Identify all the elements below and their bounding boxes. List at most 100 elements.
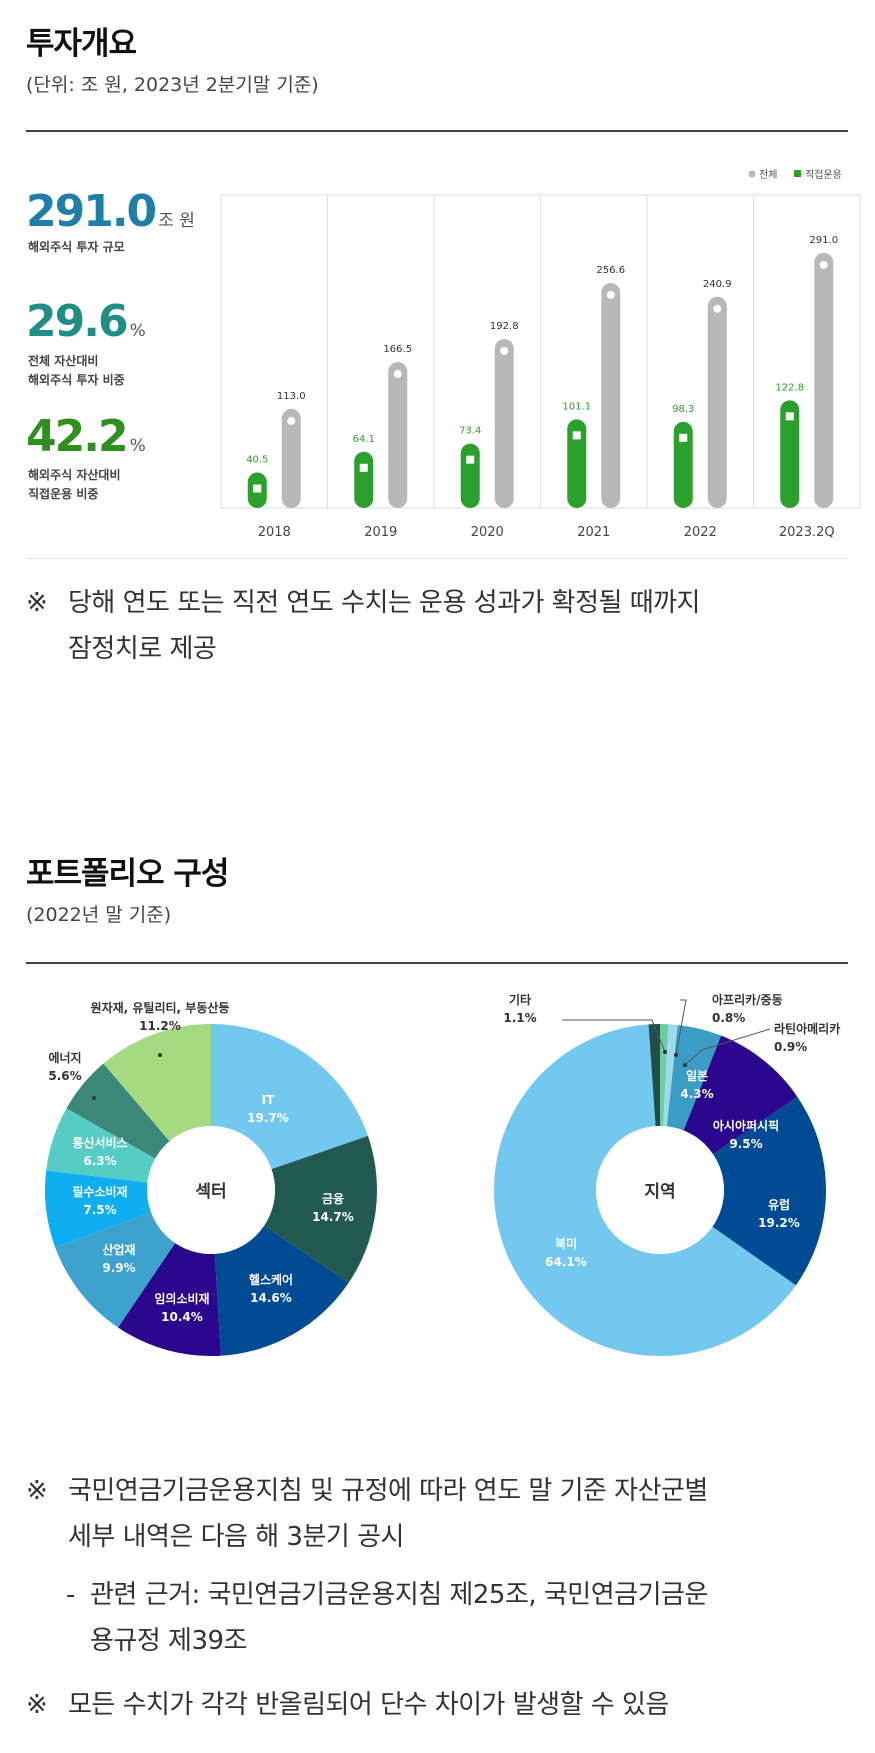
bar-total-2020 bbox=[494, 338, 514, 508]
data-label-total-2023.2Q: 291.0 bbox=[809, 235, 838, 246]
bar-total-2022 bbox=[707, 296, 727, 508]
portfolio-subtitle: (2022년 말 기준) bbox=[26, 904, 172, 926]
chart-bottom-divider bbox=[26, 558, 848, 559]
slice-value-산업재: 9.9% bbox=[102, 1261, 135, 1275]
slice-value-기타: 1.1% bbox=[503, 1011, 536, 1025]
bar-marker-total-2023.2Q bbox=[819, 260, 828, 269]
slice-금융 bbox=[264, 1135, 377, 1283]
slice-value-통신서비스: 6.3% bbox=[83, 1154, 116, 1168]
slice-label-IT: IT bbox=[262, 1093, 275, 1107]
data-label-direct-2018: 40.5 bbox=[246, 454, 268, 465]
chart-legend: 전체 직접운용 bbox=[748, 169, 842, 181]
data-label-direct-2023.2Q: 122.8 bbox=[775, 382, 804, 393]
slice-value-라틴아메리카: 0.9% bbox=[774, 1040, 807, 1054]
portfolio-subnote: - 관련 근거: 국민연금기금운용지침 제25조, 국민연금기금운 용규정 제39… bbox=[66, 1580, 708, 1656]
bar-marker-direct-2018 bbox=[253, 484, 262, 493]
slice-북미 bbox=[493, 1024, 796, 1356]
kpi-total-label: 해외주식 투자 규모 bbox=[28, 240, 125, 254]
portfolio-note-1: ※ 국민연금기금운용지침 및 규정에 따라 연도 말 기준 자산군별 세부 내역은… bbox=[26, 1476, 708, 1552]
donut-hole bbox=[147, 1126, 275, 1254]
bar-marker-direct-2022 bbox=[679, 433, 688, 442]
slice-label-임의소비재: 임의소비재 bbox=[154, 1291, 209, 1306]
bar-marker-direct-2023.2Q bbox=[785, 412, 794, 421]
slice-label-유럽: 유럽 bbox=[768, 1198, 790, 1212]
legend-label-direct: 직접운용 bbox=[805, 169, 842, 181]
slice-label-일본: 일본 bbox=[686, 1069, 708, 1083]
bar-total-2021 bbox=[601, 283, 621, 508]
legend-dot-total bbox=[748, 170, 756, 178]
portfolio-divider bbox=[26, 962, 848, 964]
x-tick-2023.2Q: 2023.2Q bbox=[779, 525, 835, 540]
slice-label-통신서비스: 통신서비스 bbox=[72, 1135, 127, 1150]
slice-value-유럽: 19.2% bbox=[758, 1216, 800, 1230]
slice-value-금융: 14.7% bbox=[312, 1210, 354, 1224]
slice-label-라틴아메리카: 라틴아메리카 bbox=[774, 1021, 840, 1036]
data-label-direct-2021: 101.1 bbox=[562, 401, 591, 412]
donut-hole bbox=[596, 1126, 724, 1254]
bar-marker-total-2021 bbox=[606, 291, 615, 300]
x-tick-2018: 2018 bbox=[258, 525, 291, 540]
x-tick-2020: 2020 bbox=[471, 525, 504, 540]
leader-line-기타 bbox=[562, 1019, 666, 1053]
slice-아시아퍼시픽 bbox=[683, 1035, 798, 1155]
region-donut: 지역 아프리카/중동 0.8% 라틴아메리카 0.9% 일본 4.3% 아시아퍼시픽 9.5% 유… bbox=[493, 992, 840, 1356]
investment-bar-chart: 전체 직접운용 40.5 113.0 64.1 166.5 73.4 192.8 101.1… bbox=[220, 169, 861, 540]
slice-value-필수소비재: 7.5% bbox=[83, 1203, 116, 1217]
data-label-total-2019: 166.5 bbox=[383, 344, 412, 355]
slice-label-기타: 기타 bbox=[509, 992, 531, 1007]
slice-label-아프리카/중동: 아프리카/중동 bbox=[712, 992, 783, 1007]
slice-유럽 bbox=[712, 1096, 826, 1286]
donut-center-label: 지역 bbox=[644, 1182, 675, 1202]
kpi-share-label: 전체 자산대비 해외주식 투자 비중 bbox=[28, 354, 125, 387]
slice-value-북미: 64.1% bbox=[545, 1255, 587, 1269]
legend-label-total: 전체 bbox=[759, 169, 777, 181]
bar-total-2023.2Q bbox=[814, 252, 834, 508]
slice-라틴아메리카 bbox=[663, 1024, 678, 1127]
slice-value-헬스케어: 14.6% bbox=[250, 1291, 292, 1305]
data-label-total-2020: 192.8 bbox=[490, 321, 519, 332]
kpi-total-value: 291.0 조 원 bbox=[26, 186, 195, 237]
overview-divider bbox=[26, 130, 848, 132]
data-label-total-2022: 240.9 bbox=[703, 279, 732, 290]
overview-title: 투자개요 bbox=[26, 26, 137, 62]
overview-subtitle: (단위: 조 원, 2023년 2분기말 기준) bbox=[26, 74, 319, 96]
leader-dot-에너지 bbox=[92, 1096, 96, 1100]
data-label-direct-2019: 64.1 bbox=[353, 434, 375, 445]
bar-marker-total-2018 bbox=[287, 416, 296, 425]
slice-label-산업재: 산업재 bbox=[102, 1242, 135, 1257]
slice-value-에너지: 5.6% bbox=[48, 1069, 81, 1083]
slice-IT bbox=[211, 1024, 368, 1170]
bar-direct-2021 bbox=[567, 419, 587, 508]
slice-산업재 bbox=[55, 1212, 176, 1328]
slice-통신서비스 bbox=[46, 1108, 156, 1183]
leader-dot-라틴아메리카 bbox=[683, 1063, 687, 1067]
bar-marker-total-2019 bbox=[393, 370, 402, 379]
leader-dot-원자재, 유틸리티, 부동산등 bbox=[158, 1053, 162, 1057]
bar-marker-total-2020 bbox=[500, 346, 509, 355]
leader-dot-기타 bbox=[663, 1050, 667, 1054]
slice-value-IT: 19.7% bbox=[247, 1111, 289, 1125]
data-label-total-2021: 256.6 bbox=[596, 265, 625, 276]
legend-dot-direct bbox=[794, 170, 801, 177]
slice-label-원자재, 유틸리티, 부동산등: 원자재, 유틸리티, 부동산등 bbox=[91, 1000, 230, 1015]
portfolio-note-2: ※ 모든 수치가 각각 반올림되어 단수 차이가 발생할 수 있음 bbox=[26, 1690, 669, 1720]
data-label-direct-2020: 73.4 bbox=[459, 426, 481, 437]
bar-marker-direct-2019 bbox=[359, 463, 368, 472]
leader-line-아프리카/중동 bbox=[675, 999, 687, 1056]
leader-line-라틴아메리카 bbox=[684, 1028, 771, 1066]
slice-value-아프리카/중동: 0.8% bbox=[712, 1011, 745, 1025]
slice-value-임의소비재: 10.4% bbox=[161, 1310, 203, 1324]
slice-일본 bbox=[666, 1024, 722, 1131]
bar-direct-2023.2Q bbox=[780, 400, 800, 508]
leader-dot-아프리카/중동 bbox=[674, 1053, 678, 1057]
slice-에너지 bbox=[66, 1063, 170, 1159]
bar-marker-total-2022 bbox=[713, 304, 722, 313]
overview-note: ※ 당해 연도 또는 직전 연도 수치는 운용 성과가 확정될 때까지 잠정치로 … bbox=[26, 588, 700, 664]
slice-label-금융: 금융 bbox=[322, 1191, 344, 1206]
bar-marker-direct-2021 bbox=[572, 431, 581, 440]
x-tick-2022: 2022 bbox=[684, 525, 717, 540]
slice-label-필수소비재: 필수소비재 bbox=[72, 1184, 127, 1199]
bar-direct-2022 bbox=[673, 421, 693, 508]
bar-total-2019 bbox=[388, 362, 408, 508]
x-tick-2019: 2019 bbox=[364, 525, 397, 540]
